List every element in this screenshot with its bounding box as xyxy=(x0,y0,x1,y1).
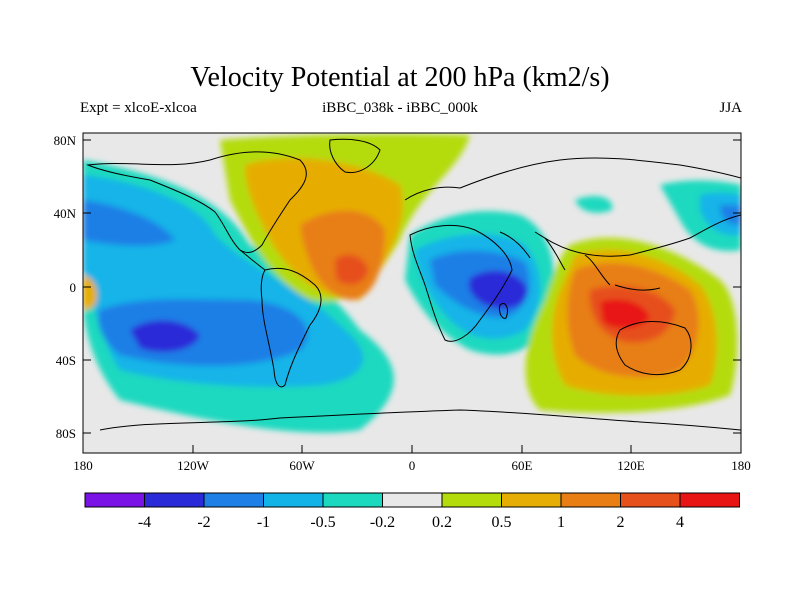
colorbar-label-3: -0.5 xyxy=(310,514,335,531)
coast-north-america xyxy=(86,151,307,253)
contour-pacific-1 xyxy=(98,299,308,366)
lon-label-0: 0 xyxy=(409,458,416,473)
lat-label-80s: 80S xyxy=(56,426,76,441)
colorbar-box-6 xyxy=(441,492,502,508)
season-label: JJA xyxy=(719,100,742,116)
contour-northatl-neg xyxy=(575,196,613,213)
colorbar-box-8 xyxy=(560,492,621,508)
contour-npacific-05 xyxy=(700,192,741,236)
coast-southeast-asia xyxy=(584,254,661,291)
colorbar-label-1: -2 xyxy=(197,514,210,531)
axis-ticks xyxy=(82,139,742,453)
colorbar-label-8: 2 xyxy=(617,514,625,531)
experiment-label: Expt = xlcoE-xlcoa xyxy=(80,100,197,116)
contour-pacific-2 xyxy=(130,320,200,352)
lat-label-80n: 80N xyxy=(54,133,77,148)
colorbar-box-1 xyxy=(144,492,205,508)
colorbar-box-3 xyxy=(263,492,324,508)
coast-australia xyxy=(615,321,692,376)
difference-label: iBBC_038k - iBBC_000k xyxy=(322,100,478,116)
lon-label-180e: 180 xyxy=(731,458,751,473)
colorbar-label-7: 1 xyxy=(557,514,565,531)
coast-central-america xyxy=(239,249,266,271)
colorbar-box-7 xyxy=(501,492,562,508)
coast-europe-asia xyxy=(404,157,741,257)
colorbar xyxy=(84,492,740,508)
contour-westedge-pos xyxy=(83,275,97,310)
contour-field xyxy=(83,133,741,453)
colorbar-label-0: -4 xyxy=(138,514,151,531)
lon-label-60w: 60W xyxy=(289,458,315,473)
colorbar-label-5: 0.2 xyxy=(432,514,452,531)
colorbar-label-4: -0.2 xyxy=(370,514,395,531)
contour-atlantic-2 xyxy=(335,254,368,285)
contour-pacific-1b xyxy=(83,200,175,246)
coast-madagascar xyxy=(499,303,508,319)
lon-label-60e: 60E xyxy=(512,458,533,473)
colorbar-box-10 xyxy=(679,492,740,508)
contour-npacific-1 xyxy=(720,205,741,226)
colorbar-label-9: 4 xyxy=(676,514,684,531)
coastlines xyxy=(86,138,741,431)
colorbar-box-9 xyxy=(620,492,681,508)
coast-greenland xyxy=(329,138,381,174)
colorbar-box-5 xyxy=(382,492,443,508)
lat-label-0: 0 xyxy=(70,280,77,295)
colorbar-box-0 xyxy=(84,492,145,508)
colorbar-label-2: -1 xyxy=(257,514,270,531)
coast-africa xyxy=(409,225,513,342)
lat-label-40n: 40N xyxy=(54,206,77,221)
plot-title: Velocity Potential at 200 hPa (km2/s) xyxy=(190,62,610,93)
lat-label-40s: 40S xyxy=(56,353,76,368)
lon-label-120w: 120W xyxy=(177,458,210,473)
colorbar-box-4 xyxy=(322,492,383,508)
contour-asia-4 xyxy=(600,299,650,329)
coast-antarctica xyxy=(99,409,741,431)
coast-arabia-india xyxy=(499,231,566,271)
coast-south-america xyxy=(260,267,322,388)
lon-label-180w: 180 xyxy=(73,458,93,473)
colorbar-label-6: 0.5 xyxy=(492,514,512,531)
colorbar-box-2 xyxy=(203,492,264,508)
contour-africa-2 xyxy=(468,270,528,309)
lon-label-120e: 120E xyxy=(617,458,645,473)
